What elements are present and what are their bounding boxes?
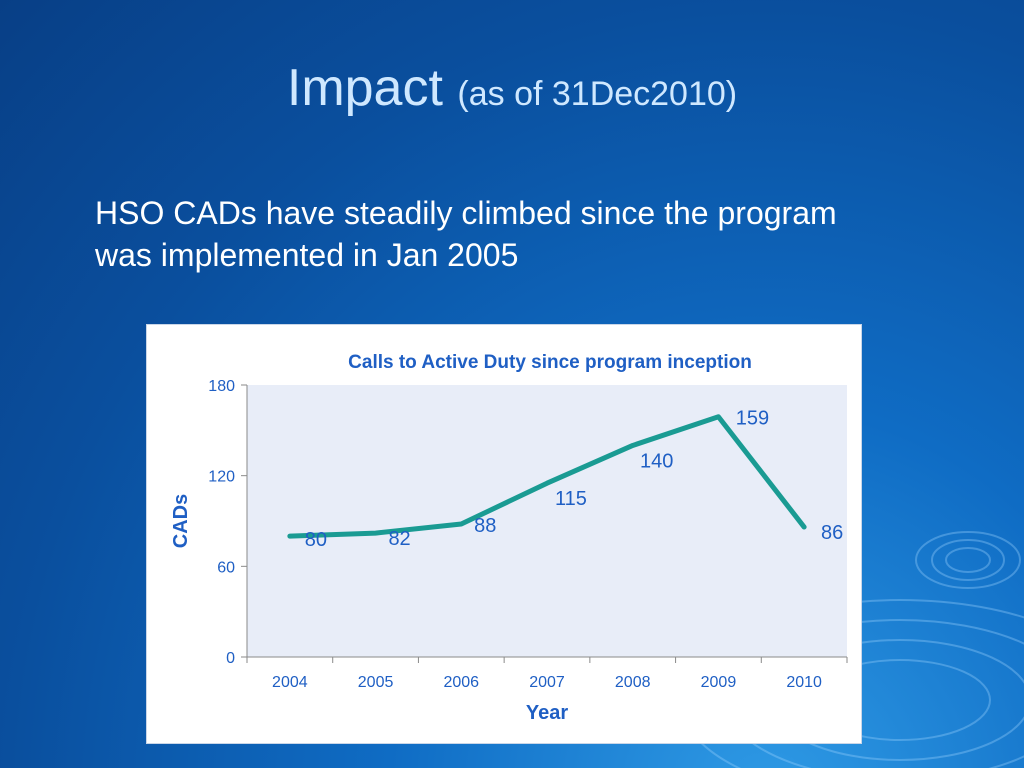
plot-area bbox=[247, 385, 847, 657]
x-tick-label: 2010 bbox=[786, 674, 822, 691]
x-tick-label: 2008 bbox=[615, 674, 651, 691]
data-label: 140 bbox=[640, 450, 673, 472]
x-tick-label: 2007 bbox=[529, 674, 565, 691]
data-label: 115 bbox=[555, 488, 587, 510]
slide-title: Impact (as of 31Dec2010) bbox=[0, 62, 1024, 114]
slide-title-main: Impact bbox=[286, 59, 443, 117]
chart-title: Calls to Active Duty since program incep… bbox=[348, 352, 752, 373]
y-tick-label: 120 bbox=[208, 469, 235, 486]
bullet-text: HSO CADs have steadily climbed since the… bbox=[95, 195, 837, 273]
data-label: 80 bbox=[305, 529, 327, 551]
x-tick-label: 2006 bbox=[443, 674, 479, 691]
series-line bbox=[287, 414, 807, 539]
x-axis-label: Year bbox=[526, 702, 568, 724]
y-tick-label: 60 bbox=[217, 559, 235, 576]
line-chart: 0 60 120 180 2004 2005 2006 2007 2008 2009 2010 80… bbox=[170, 352, 848, 724]
y-tick-label: 180 bbox=[208, 378, 235, 395]
y-axis-label: CADs bbox=[170, 494, 192, 548]
slide-title-date: (as of 31Dec2010) bbox=[457, 75, 738, 113]
x-tick-label: 2009 bbox=[701, 674, 737, 691]
x-tick-label: 2005 bbox=[358, 674, 394, 691]
data-label: 88 bbox=[474, 515, 496, 537]
data-label: 82 bbox=[388, 528, 410, 550]
data-label: 86 bbox=[821, 522, 843, 544]
chart-container: 0 60 120 180 2004 2005 2006 2007 2008 2009 2010 80… bbox=[146, 324, 862, 744]
x-tick-label: 2004 bbox=[272, 674, 308, 691]
y-tick-label: 0 bbox=[226, 650, 235, 667]
data-label: 159 bbox=[736, 408, 769, 430]
